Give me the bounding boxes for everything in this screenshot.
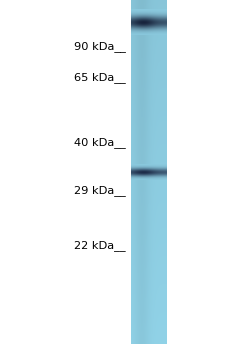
Text: 29 kDa__: 29 kDa__ (74, 185, 126, 196)
Text: 65 kDa__: 65 kDa__ (74, 72, 126, 83)
Text: 40 kDa__: 40 kDa__ (74, 137, 126, 148)
Text: 90 kDa__: 90 kDa__ (74, 41, 126, 52)
Text: 22 kDa__: 22 kDa__ (74, 240, 126, 251)
